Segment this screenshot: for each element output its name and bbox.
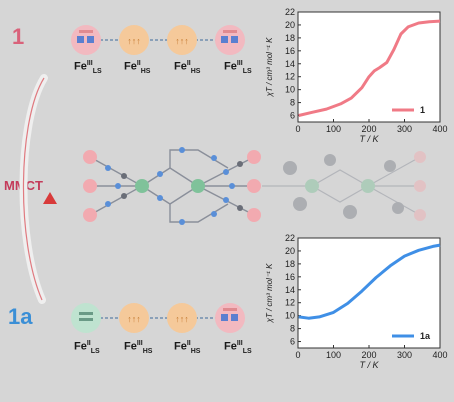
bottom-site-3-label: FeIIHS: [174, 340, 201, 355]
chart-1a-legend-label-0: 1a: [420, 331, 431, 341]
top-site-1-circle: [71, 25, 101, 55]
chart-1a-ytick-label: 18: [285, 259, 295, 269]
chart-1-ytick-label: 18: [285, 33, 295, 43]
chart-1-ytick-label: 22: [285, 7, 295, 17]
chart-1a-xtick-label: 300: [397, 350, 412, 360]
chart-1a-ytick-label: 16: [285, 272, 295, 282]
top-site-4-label: FeIIILS: [224, 60, 252, 75]
chart-1a-ylabel: χT / cm³ mol⁻¹ K: [265, 263, 274, 323]
chart-1a-ytick-label: 8: [290, 324, 295, 334]
chart-1a-xtick-label: 400: [432, 350, 447, 360]
chart-1a-xlabel: T / K: [359, 360, 379, 370]
chart-1a-ytick-label: 20: [285, 246, 295, 256]
chart-1-ytick-label: 16: [285, 46, 295, 56]
chart-1-xtick-label: 100: [326, 124, 341, 134]
chart-1-ytick-label: 6: [290, 111, 295, 121]
mmct-arrow-triangle: [43, 192, 57, 204]
chart-1-ytick-label: 8: [290, 98, 295, 108]
chart-1a-xtick-label: 200: [361, 350, 376, 360]
chart-1-series-line-0: [298, 19, 441, 117]
chart-1a-ytick-label: 22: [285, 233, 295, 243]
bottom-site-1-circle: [71, 303, 101, 333]
svg-text:↑↑↑: ↑↑↑: [127, 314, 141, 324]
chart-1a-series-line-0: [298, 243, 441, 320]
bottom-site-4-circle: [215, 303, 245, 333]
chart-1-legend-label-0: 1: [420, 105, 425, 115]
chart-1-ylabel: χT / cm³ mol⁻¹ K: [265, 37, 274, 97]
chart-1-xlabel: T / K: [359, 134, 379, 144]
top-site-2-circle: ↑↑↑: [119, 25, 149, 55]
chart-1-plot-frame: [297, 11, 441, 123]
chart-1-ytick-label: 20: [285, 20, 295, 30]
chart-1a-xtick-label: 0: [295, 350, 300, 360]
svg-text:↑↑↑: ↑↑↑: [127, 36, 141, 46]
chart-1a-xtick-label: 100: [326, 350, 341, 360]
chart-1a-plot-frame: [297, 237, 441, 349]
top-site-1-label: FeIIILS: [74, 60, 102, 75]
top-site-3-label: FeIIHS: [174, 60, 201, 75]
bottom-site-1-label: FeIILS: [74, 340, 100, 355]
svg-text:↑↑↑: ↑↑↑: [175, 36, 189, 46]
fe-center-right: [191, 179, 205, 193]
bottom-site-row: ↑↑↑ ↑↑↑: [71, 303, 245, 333]
compound-1-label: 1: [12, 24, 25, 49]
chart-1-ytick-label: 14: [285, 59, 295, 69]
bottom-site-4-label: FeIIILS: [224, 340, 252, 355]
bottom-site-3-circle: ↑↑↑: [167, 303, 197, 333]
top-site-3-circle: ↑↑↑: [167, 25, 197, 55]
bottom-site-2-label: FeIIIHS: [124, 340, 153, 355]
chart-1a-ytick-label: 14: [285, 285, 295, 295]
chart-1a-ytick-label: 12: [285, 298, 295, 308]
chart-1-ytick-label: 12: [285, 72, 295, 82]
top-site-2-label: FeIIHS: [124, 60, 151, 75]
top-site-4-circle: [215, 25, 245, 55]
compound-1a-label: 1a: [8, 304, 33, 329]
top-site-row: ↑↑↑ ↑↑↑: [71, 25, 245, 55]
chart-1a-ytick-label: 10: [285, 311, 295, 321]
fe-center-left: [135, 179, 149, 193]
chart-1a-ytick-label: 6: [290, 337, 295, 347]
chart-compound-1: 0 100 200 300 400 6 8 10 12 14 16 18 20 22 T / K χT / c…: [265, 7, 448, 144]
bottom-site-2-circle: ↑↑↑: [119, 303, 149, 333]
chart-1-xtick-label: 300: [397, 124, 412, 134]
chart-1-ytick-label: 10: [285, 85, 295, 95]
chart-1-xtick-label: 400: [432, 124, 447, 134]
chart-compound-1a: 0 100 200 300 400 6 8 10 12 14 16 18 20 22 T / K χT / c…: [265, 233, 448, 370]
chart-1-xtick-label: 0: [295, 124, 300, 134]
chart-1-xtick-label: 200: [361, 124, 376, 134]
svg-text:↑↑↑: ↑↑↑: [175, 314, 189, 324]
